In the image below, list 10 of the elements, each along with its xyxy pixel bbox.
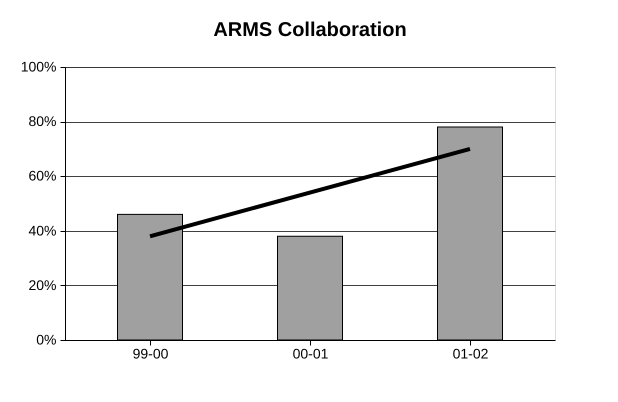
y-tick-label: 80% bbox=[28, 113, 56, 130]
y-tick-label: 100% bbox=[20, 58, 56, 74]
y-tick-label: 60% bbox=[28, 168, 56, 184]
x-tick-label: 00-01 bbox=[292, 346, 329, 362]
x-tick-label: 01-02 bbox=[452, 346, 489, 362]
y-tick-label: 20% bbox=[28, 276, 56, 293]
x-tick-label: 99-00 bbox=[132, 346, 169, 362]
chart-title: ARMS Collaboration bbox=[213, 19, 407, 41]
y-tick-label: 40% bbox=[28, 222, 56, 238]
y-tick-label: 0% bbox=[36, 332, 56, 348]
